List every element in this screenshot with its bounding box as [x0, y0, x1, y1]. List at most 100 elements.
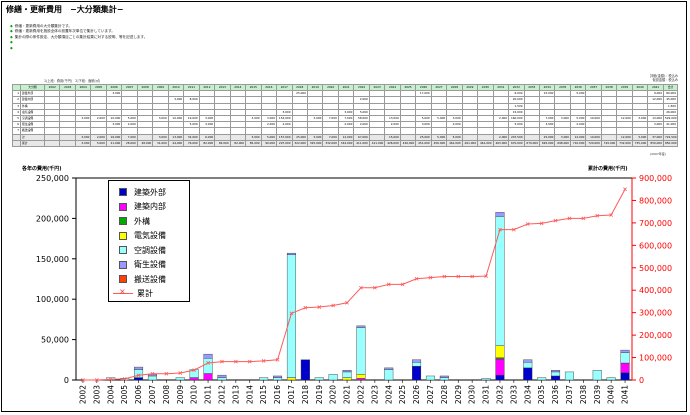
bar-segment [134, 366, 144, 370]
bar-segment [551, 375, 561, 381]
cumulative-point [261, 359, 266, 363]
bar-segment [300, 359, 310, 381]
bar-segment [328, 374, 338, 381]
right-axis-tick-label: 800,000 [639, 196, 672, 205]
cumulative-point [206, 361, 210, 365]
cumulative-point [247, 359, 252, 364]
right-axis-tick-label: 600,000 [639, 241, 672, 250]
bullet-icon: ◆ [10, 29, 13, 34]
legend-line-symbol [113, 287, 133, 298]
legend-label: 累計 [137, 289, 153, 299]
right-axis-tick-label: 300,000 [639, 309, 672, 318]
legend-label: 搬送設備 [134, 274, 166, 284]
bar-segment [286, 254, 296, 378]
cumulative-point [623, 187, 627, 192]
bar-segment [217, 377, 227, 381]
bar-segment [523, 359, 533, 363]
x-axis-tick-label: 2033 [509, 385, 518, 404]
legend-swatch [119, 246, 127, 255]
x-axis-tick-label: 2036 [551, 385, 560, 404]
cumulative-line [82, 188, 626, 381]
bullet-line: ◆ 修繕・更新費用を施設全体の設置年次単位で集計しています。 [10, 29, 115, 34]
right-axis-label: 累計の費用(千円) [588, 166, 628, 172]
cumulative-point [108, 377, 113, 382]
cumulative-point [428, 275, 433, 280]
table-note-right: 評価(金額)：税込み 仮設金額：税込み [650, 74, 678, 82]
description-bullets: ◆ 修繕・更新費用の大分類集計です。 ◆ 修繕・更新費用を施設全体の設置年次単位で集… [10, 24, 147, 51]
summary-table: 大分類 2002 2003 2004 2005 2006 2007 2008 2009 2010 2… [12, 83, 678, 147]
x-axis-tick-label: 2040 [607, 385, 616, 404]
cumulative-point [525, 222, 530, 226]
bar-segment [384, 367, 394, 370]
x-axis-tick-label: 2041 [621, 385, 630, 404]
cumulative-point [609, 213, 614, 217]
value-cell: 735,000 [631, 139, 649, 147]
bar-segment [314, 377, 324, 381]
bar-segment [495, 374, 505, 381]
right-axis-tick-label: 0 [639, 376, 644, 385]
bar-segment [606, 377, 616, 381]
cumulative-point [136, 373, 141, 378]
x-axis-tick-label: 2010 [190, 385, 199, 404]
cumulative-point [359, 285, 363, 290]
bar-segment [592, 370, 602, 381]
bar-segment [286, 252, 296, 255]
cumulative-point [345, 300, 349, 305]
x-axis-tick-label: 2008 [162, 385, 171, 404]
legend-label: 建築内部 [134, 202, 166, 212]
x-axis-tick-label: 2018 [301, 385, 310, 404]
right-axis-tick-label: 100,000 [639, 354, 672, 363]
bar-segment [495, 345, 505, 358]
cumulative-point [331, 303, 336, 308]
bar-segment [620, 349, 630, 353]
cumulative-point [150, 371, 155, 376]
x-axis-tick-label: 2037 [565, 385, 574, 404]
bullet-line: ◆ 集計の際の条件設定、大分類項目ごとの集計結果に対する説明、等を記述します。 [10, 34, 148, 39]
bar-segment [273, 377, 283, 381]
bullet-icon: ◆ [10, 40, 13, 45]
bar-segment [412, 359, 422, 363]
bar-segment [523, 367, 533, 381]
x-axis-tick-label: 2020 [329, 385, 338, 404]
left-axis-tick-label: 50,000 [41, 336, 69, 345]
bar-segment [342, 371, 352, 378]
x-axis-tick-label: 2029 [454, 385, 463, 404]
bar-segment [342, 377, 352, 381]
left-axis-tick-label: 0 [64, 376, 69, 385]
cumulative-point [539, 221, 544, 226]
x-axis-tick-label: 2013 [231, 385, 240, 404]
legend-item: 累計 [109, 287, 189, 302]
cumulative-point [372, 285, 377, 290]
legend-item: 外構 [109, 214, 189, 229]
x-axis-tick-label: 2028 [440, 385, 449, 404]
bar-segment [356, 325, 366, 328]
bar-segment [620, 362, 630, 373]
right-axis-tick-label: 900,000 [639, 174, 672, 183]
x-axis-tick-label: 2038 [579, 385, 588, 404]
legend-item: 電気設備 [109, 229, 189, 244]
legend-item: 空調設備 [109, 243, 189, 258]
row-total-cell: 850,000 [663, 139, 678, 147]
cumulative-point [233, 359, 238, 364]
cumulative-point [81, 378, 85, 382]
cumulative-point [470, 274, 475, 279]
bullet-line: ◆ [10, 40, 147, 45]
legend-label: 空調設備 [134, 245, 166, 255]
x-axis-tick-label: 2021 [343, 385, 352, 404]
bar-segment [273, 375, 283, 378]
cumulative-point [122, 376, 127, 381]
bar-segment [412, 362, 422, 367]
x-axis-tick-label: 2019 [315, 385, 324, 404]
bar-segment [342, 370, 352, 373]
bar-segment [356, 327, 366, 375]
x-axis-tick-label: 2030 [468, 385, 477, 404]
bullet-icon: ◆ [10, 45, 13, 50]
legend-swatch [119, 188, 127, 197]
x-axis-tick-label: 2007 [148, 385, 157, 404]
bar-segment [147, 374, 157, 377]
legend-item: 衛生設備 [109, 258, 189, 273]
cumulative-point [164, 371, 169, 376]
table-row: 計 3,000 2,000 16,000 7,000 3,000 13,000 32,000 6… [12, 133, 678, 141]
